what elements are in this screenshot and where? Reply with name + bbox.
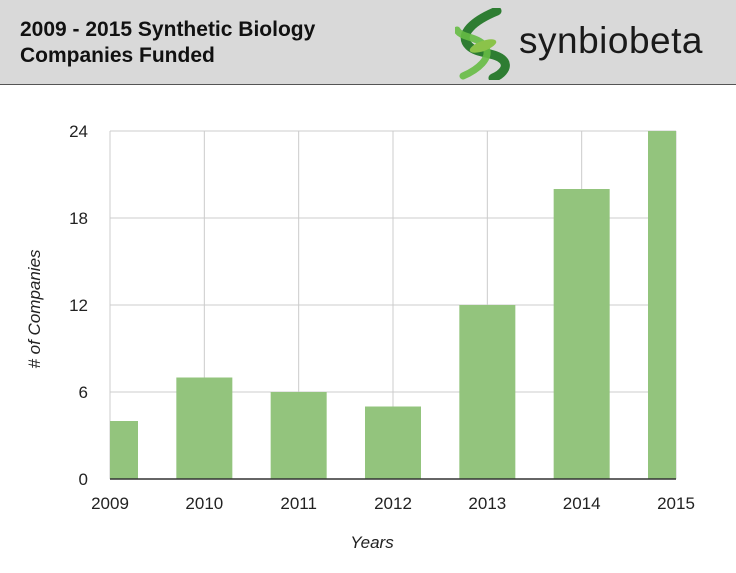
y-tick-label: 6 (79, 383, 88, 402)
x-tick-label: 2010 (185, 494, 223, 513)
x-tick-label: 2011 (280, 494, 317, 513)
double-helix-icon (455, 8, 510, 80)
title-line-2: Companies Funded (20, 44, 215, 67)
page-title: 2009 - 2015 Synthetic Biology Companies … (20, 17, 315, 69)
x-tick-label: 2014 (563, 494, 601, 513)
y-axis-title: # of Companies (25, 249, 44, 369)
x-tick-label: 2009 (91, 494, 129, 513)
bar-2014 (553, 189, 610, 479)
y-tick-labels: 0 6 12 18 24 (69, 122, 88, 489)
x-axis-title: Years (350, 533, 394, 552)
bar-2013 (459, 305, 516, 479)
x-tick-label: 2012 (374, 494, 412, 513)
y-tick-label: 0 (79, 470, 88, 489)
y-tick-label: 12 (69, 296, 88, 315)
bar-2010 (176, 377, 233, 479)
header: 2009 - 2015 Synthetic Biology Companies … (0, 0, 736, 85)
y-tick-label: 18 (69, 209, 88, 228)
chart-bars (110, 131, 676, 479)
x-tick-label: 2013 (468, 494, 506, 513)
logo-text: synbiobeta (519, 20, 703, 61)
bar-2009 (110, 421, 138, 479)
bar-2012 (365, 406, 421, 479)
bar-2011 (270, 392, 327, 479)
x-tick-label: 2015 (657, 494, 695, 513)
bar-chart: 0 6 12 18 24 2009 2010 2011 2012 2013 2014 2015 # … (25, 122, 695, 552)
y-tick-label: 24 (69, 122, 88, 141)
x-tick-labels: 2009 2010 2011 2012 2013 2014 2015 (91, 494, 695, 513)
bar-2015 (648, 131, 676, 479)
title-line-1: 2009 - 2015 Synthetic Biology (20, 18, 316, 41)
